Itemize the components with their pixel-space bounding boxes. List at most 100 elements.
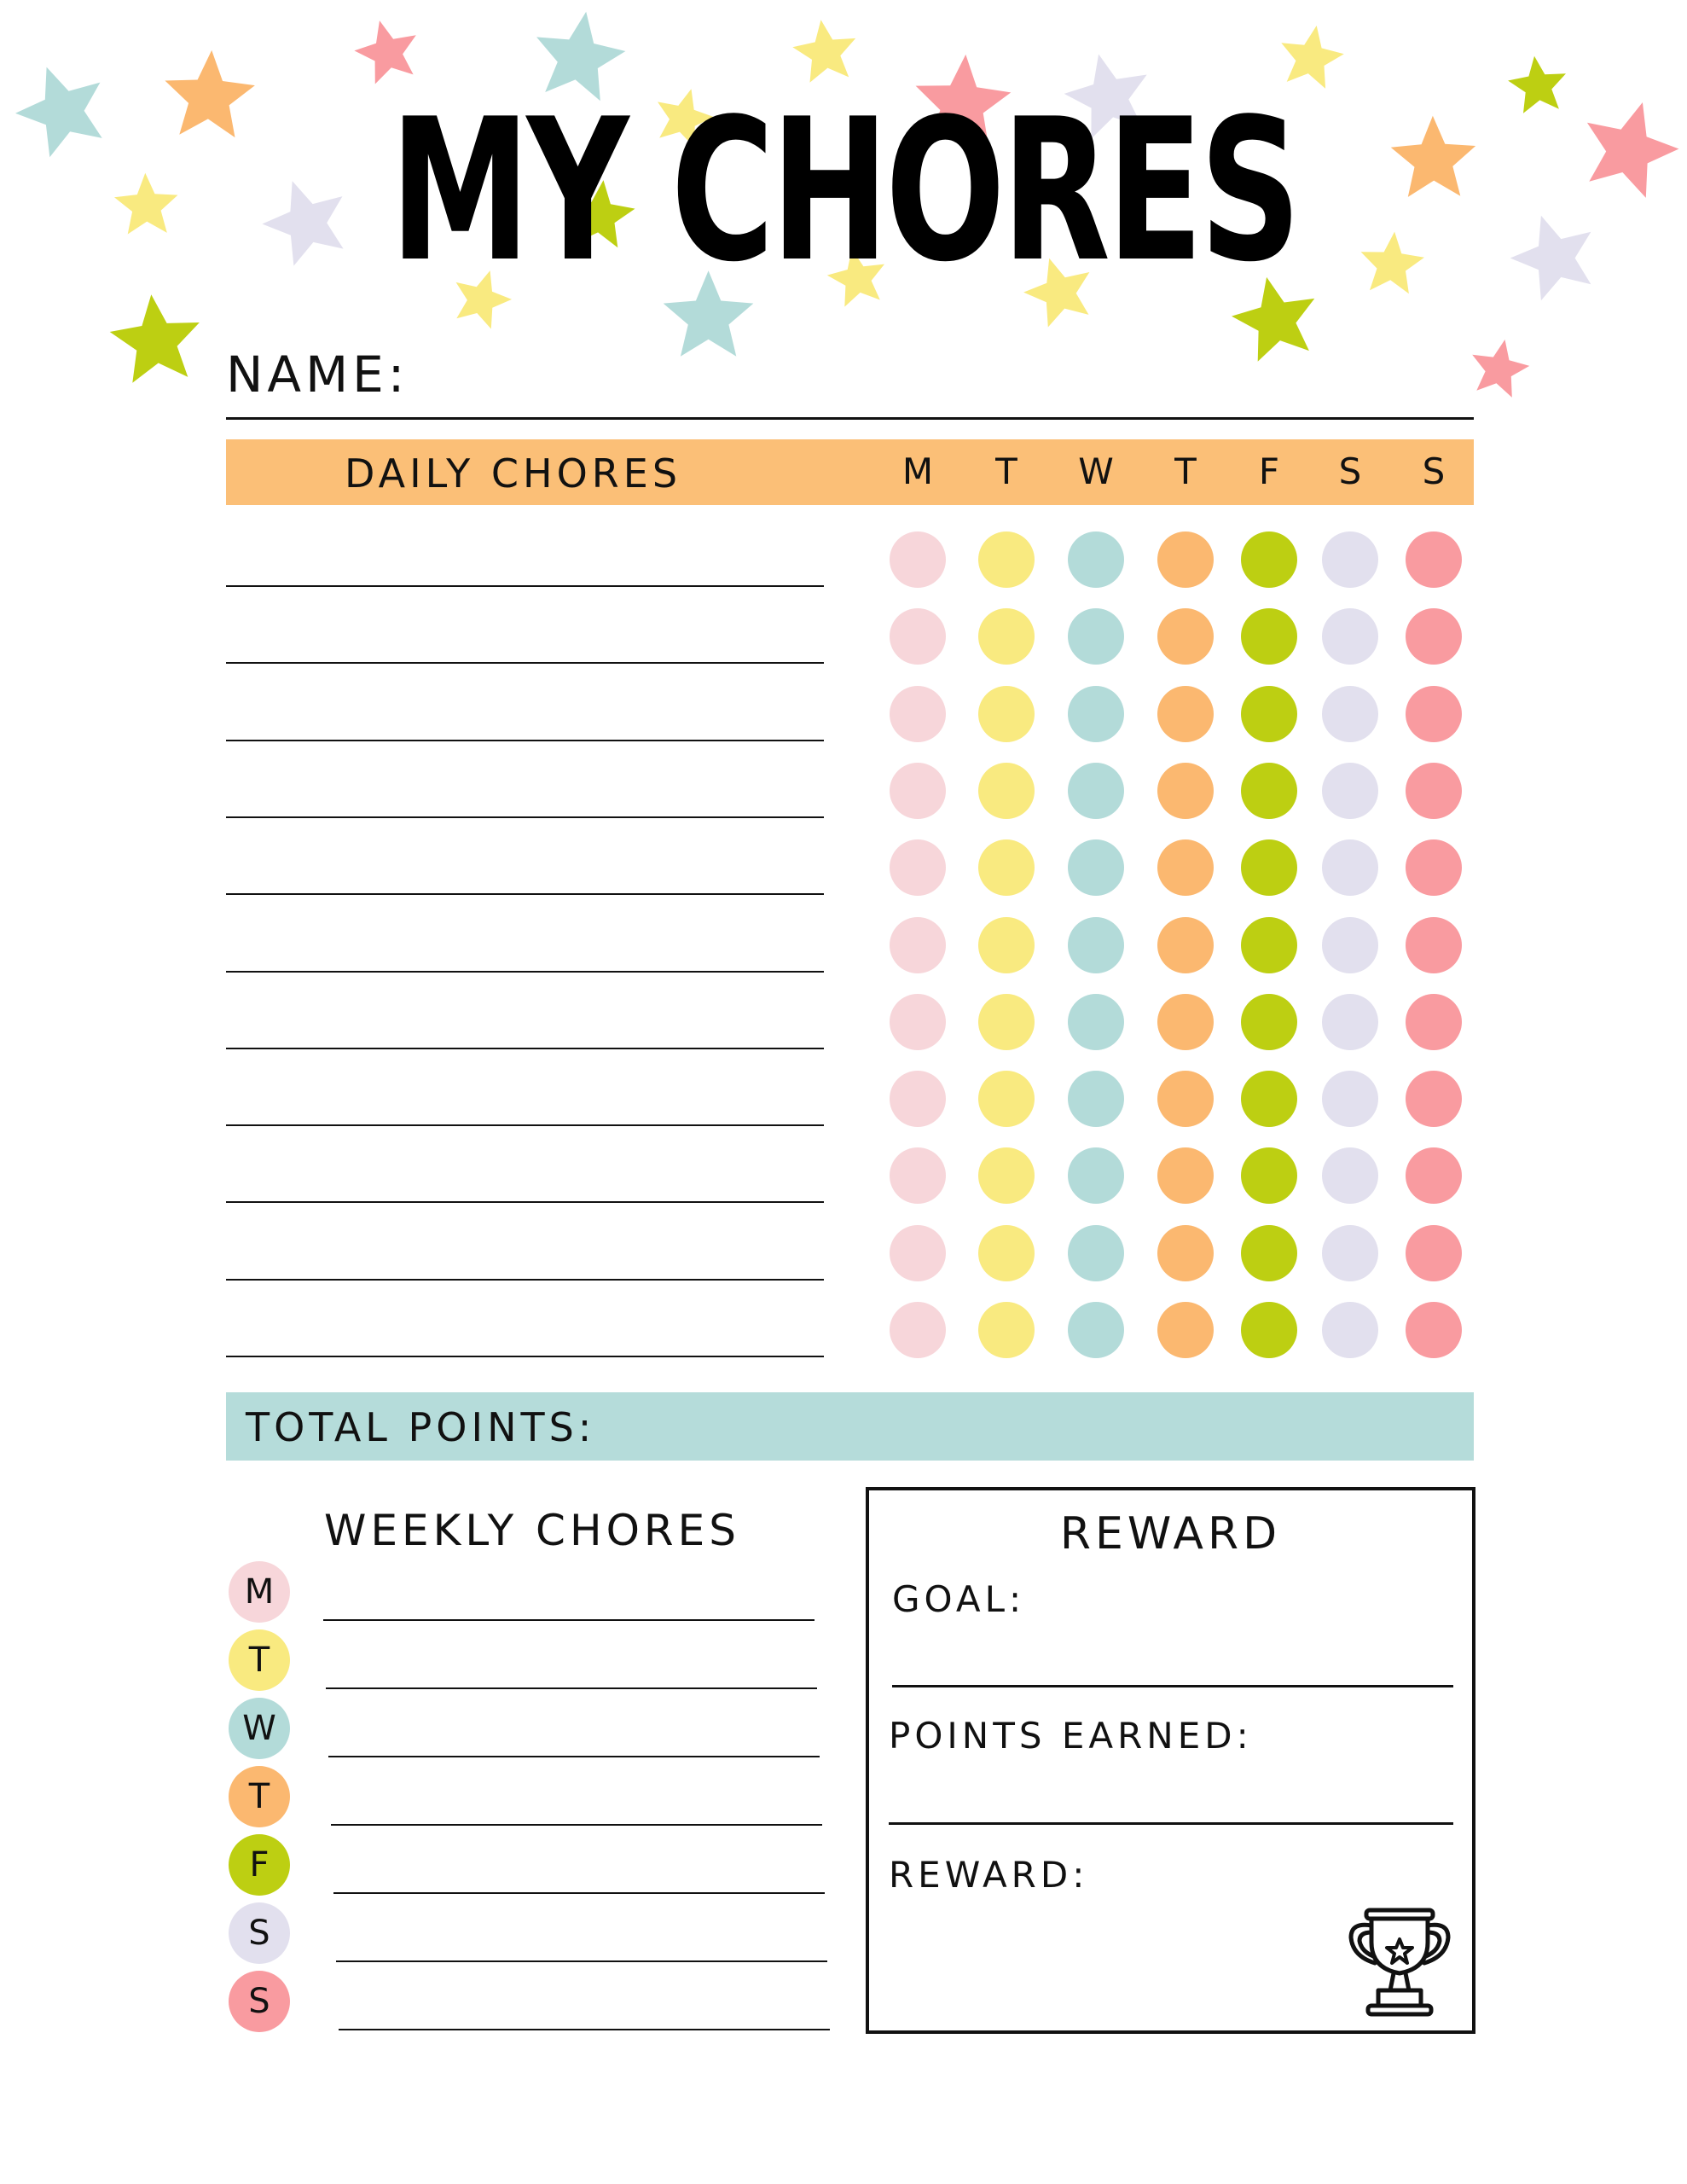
checkoff-dot[interactable] [1241, 1302, 1297, 1358]
checkoff-dot[interactable] [890, 993, 946, 1050]
checkoff-dot[interactable] [1241, 916, 1297, 973]
checkoff-dot[interactable] [1322, 1224, 1378, 1281]
checkoff-dot[interactable] [978, 1071, 1035, 1128]
checkoff-dot[interactable] [1406, 685, 1462, 742]
checkoff-dot[interactable] [978, 1147, 1035, 1205]
checkoff-dot[interactable] [1322, 993, 1378, 1050]
checkoff-dot[interactable] [1157, 762, 1214, 819]
weekly-chore-line[interactable] [339, 2029, 830, 2030]
total-points-label[interactable]: TOTAL POINTS: [246, 1404, 596, 1450]
checkoff-dot[interactable] [890, 1302, 946, 1358]
checkoff-dot[interactable] [1406, 1224, 1462, 1281]
chore-line[interactable] [226, 1278, 824, 1281]
chore-line[interactable] [226, 739, 824, 741]
checkoff-dot[interactable] [1241, 762, 1297, 819]
checkoff-dot[interactable] [1068, 839, 1124, 897]
checkoff-dot[interactable] [978, 762, 1035, 819]
checkoff-dot[interactable] [1322, 1071, 1378, 1128]
checkoff-dot[interactable] [1068, 916, 1124, 973]
checkoff-dot[interactable] [1157, 1147, 1214, 1205]
checkoff-dot[interactable] [978, 685, 1035, 742]
checkoff-dot[interactable] [890, 762, 946, 819]
checkoff-dot[interactable] [890, 608, 946, 665]
checkoff-dot[interactable] [1322, 531, 1378, 588]
checkoff-dot[interactable] [1068, 1147, 1124, 1205]
checkoff-dot[interactable] [1068, 1071, 1124, 1128]
checkoff-dot[interactable] [890, 1071, 946, 1128]
checkoff-dot[interactable] [1322, 916, 1378, 973]
checkoff-dot[interactable] [890, 685, 946, 742]
checkoff-dot[interactable] [1068, 685, 1124, 742]
chore-line[interactable] [226, 1047, 824, 1049]
checkoff-dot[interactable] [978, 1302, 1035, 1358]
day-header: W [1078, 450, 1114, 492]
checkoff-dot[interactable] [1241, 685, 1297, 742]
goal-line[interactable] [892, 1685, 1453, 1687]
checkoff-dot[interactable] [1322, 762, 1378, 819]
chore-line[interactable] [226, 816, 824, 818]
checkoff-dot[interactable] [978, 531, 1035, 588]
checkoff-dot[interactable] [1157, 685, 1214, 742]
checkoff-dot[interactable] [1241, 839, 1297, 897]
weekly-chore-line[interactable] [328, 1756, 820, 1757]
checkoff-dot[interactable] [890, 1147, 946, 1205]
chore-line[interactable] [226, 585, 824, 587]
checkoff-dot[interactable] [1241, 531, 1297, 588]
weekly-chore-line[interactable] [333, 1892, 825, 1894]
checkoff-dot[interactable] [1406, 531, 1462, 588]
checkoff-dot[interactable] [1157, 916, 1214, 973]
checkoff-dot[interactable] [1068, 1224, 1124, 1281]
checkoff-dot[interactable] [1068, 762, 1124, 819]
checkoff-dot[interactable] [890, 916, 946, 973]
checkoff-dot[interactable] [1068, 531, 1124, 588]
checkoff-dot[interactable] [1322, 1302, 1378, 1358]
checkoff-dot[interactable] [978, 993, 1035, 1050]
checkoff-dot[interactable] [1241, 608, 1297, 665]
checkoff-dot[interactable] [978, 916, 1035, 973]
checkoff-dot[interactable] [890, 1224, 946, 1281]
weekly-chore-line[interactable] [326, 1687, 817, 1689]
checkoff-dot[interactable] [978, 608, 1035, 665]
checkoff-dot[interactable] [1406, 1147, 1462, 1205]
checkoff-dot[interactable] [1406, 839, 1462, 897]
checkoff-dot[interactable] [1157, 839, 1214, 897]
checkoff-dot[interactable] [978, 1224, 1035, 1281]
checkoff-dot[interactable] [1157, 1302, 1214, 1358]
checkoff-dot[interactable] [890, 839, 946, 897]
checkoff-dot[interactable] [1406, 762, 1462, 819]
checkoff-dot[interactable] [1322, 839, 1378, 897]
chore-line[interactable] [226, 970, 824, 973]
checkoff-dot[interactable] [1406, 1302, 1462, 1358]
chore-line[interactable] [226, 662, 824, 665]
checkoff-dot[interactable] [1406, 608, 1462, 665]
chore-line[interactable] [226, 1201, 824, 1204]
chore-line[interactable] [226, 1356, 824, 1357]
checkoff-dot[interactable] [1241, 993, 1297, 1050]
name-line[interactable] [226, 417, 1474, 420]
weekly-chore-line[interactable] [336, 1960, 827, 1962]
weekly-chore-line[interactable] [331, 1824, 822, 1826]
checkoff-dot[interactable] [1157, 1071, 1214, 1128]
checkoff-dot[interactable] [1068, 1302, 1124, 1358]
checkoff-dot[interactable] [1406, 993, 1462, 1050]
chore-line[interactable] [226, 893, 824, 896]
checkoff-dot[interactable] [1241, 1224, 1297, 1281]
checkoff-dot[interactable] [890, 531, 946, 588]
checkoff-dot[interactable] [1157, 531, 1214, 588]
checkoff-dot[interactable] [1241, 1147, 1297, 1205]
chore-line[interactable] [226, 1124, 824, 1127]
checkoff-dot[interactable] [1406, 1071, 1462, 1128]
points-earned-line[interactable] [889, 1822, 1453, 1825]
weekly-chore-line[interactable] [323, 1619, 815, 1621]
checkoff-dot[interactable] [1241, 1071, 1297, 1128]
checkoff-dot[interactable] [1322, 1147, 1378, 1205]
checkoff-dot[interactable] [1068, 993, 1124, 1050]
checkoff-dot[interactable] [1322, 685, 1378, 742]
checkoff-dot[interactable] [1157, 608, 1214, 665]
checkoff-dot[interactable] [978, 839, 1035, 897]
checkoff-dot[interactable] [1406, 916, 1462, 973]
checkoff-dot[interactable] [1157, 993, 1214, 1050]
checkoff-dot[interactable] [1322, 608, 1378, 665]
checkoff-dot[interactable] [1157, 1224, 1214, 1281]
checkoff-dot[interactable] [1068, 608, 1124, 665]
